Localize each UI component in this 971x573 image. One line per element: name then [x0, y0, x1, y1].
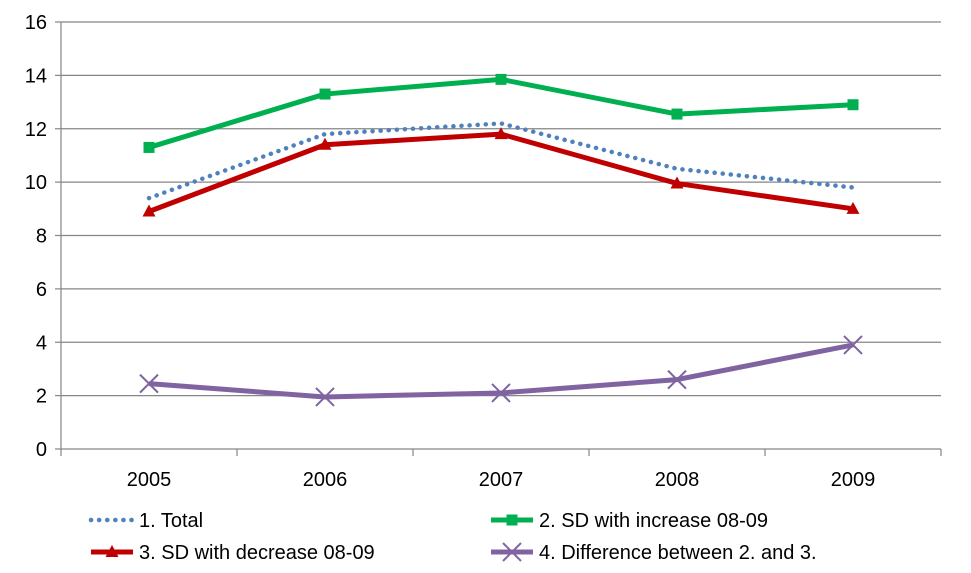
series-3-point-2007: [494, 127, 508, 140]
series-4-point-2008: [667, 369, 687, 390]
legend-label-1: 1. Total: [139, 510, 203, 532]
y-tick-label-8: 8: [36, 226, 47, 248]
legend-label-2: 2. SD with increase 08-09: [539, 510, 768, 532]
y-tick-label-10: 10: [25, 172, 47, 194]
legend-entry-2: 2. SD with increase 08-09: [491, 510, 768, 532]
axes: [55, 21, 942, 456]
series-4-point-2009: [843, 335, 863, 355]
y-tick-label-14: 14: [25, 65, 47, 87]
y-tick-label-2: 2: [36, 386, 47, 408]
series-line-3: [148, 131, 854, 214]
series-4-point-2005: [139, 373, 159, 394]
x-tick-label-2007: 2007: [479, 469, 524, 491]
y-tick-label-16: 16: [25, 12, 47, 34]
legend-entry-3: 3. SD with decrease 08-09: [91, 542, 375, 564]
series-line-4: [148, 342, 854, 400]
series-line-1: [146, 121, 856, 201]
series-3-point-2009: [846, 201, 860, 214]
legend-label-4: 4. Difference between 2. and 3.: [539, 542, 817, 564]
legend: 1. Total 2. SD with increase 08-09 3. SD w…: [88, 510, 817, 564]
series-2-point-2009: [847, 99, 859, 111]
y-tick-label-4: 4: [36, 332, 47, 354]
y-tick-label-12: 12: [25, 119, 47, 141]
series-2-point-2008: [671, 108, 683, 120]
series-3-point-2006: [318, 137, 332, 150]
series-2-point-2005: [143, 141, 155, 153]
x-tick-labels: 2005 2006 2007 2008 2009: [127, 469, 876, 491]
series-4-point-2006: [315, 387, 335, 407]
legend-entry-1: 1. Total: [88, 510, 203, 532]
legend-marker-4: [502, 542, 522, 562]
series-3-point-2005: [142, 204, 156, 217]
x-tick-label-2009: 2009: [831, 469, 876, 491]
legend-marker-2: [506, 514, 518, 526]
legend-label-3: 3. SD with decrease 08-09: [139, 542, 375, 564]
x-tick-label-2006: 2006: [303, 469, 348, 491]
legend-marker-3: [105, 545, 119, 557]
x-tick-label-2005: 2005: [127, 469, 172, 491]
y-tick-labels: 0 2 4 6 8 10 12 14 16: [25, 12, 47, 461]
series-lines: [139, 73, 863, 407]
series-4-point-2007: [491, 383, 511, 403]
series-2-point-2007: [495, 73, 507, 85]
y-tick-label-6: 6: [36, 279, 47, 301]
x-tick-label-2008: 2008: [655, 469, 700, 491]
series-3-point-2008: [670, 176, 684, 189]
y-tick-label-0: 0: [36, 439, 47, 461]
series-2-point-2006: [319, 88, 331, 100]
legend-entry-4: 4. Difference between 2. and 3.: [491, 542, 817, 564]
